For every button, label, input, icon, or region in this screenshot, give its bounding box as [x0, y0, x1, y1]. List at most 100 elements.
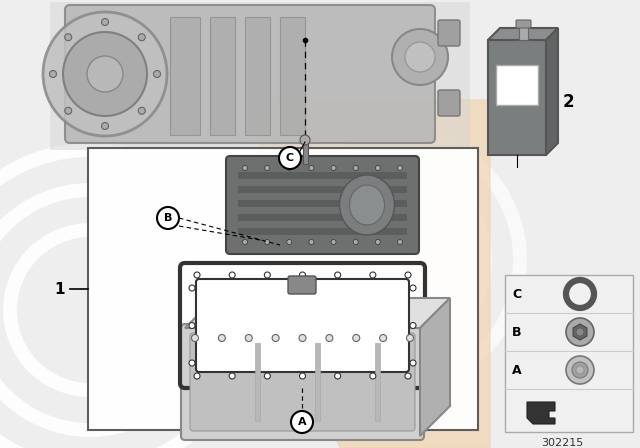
Bar [303, 142, 308, 164]
Bar [375, 343, 380, 421]
Circle shape [272, 335, 279, 341]
Circle shape [576, 328, 584, 336]
Bar [238, 200, 407, 207]
Bar [245, 17, 270, 135]
Circle shape [229, 272, 235, 278]
Text: 1: 1 [55, 281, 65, 297]
Polygon shape [260, 100, 490, 448]
Circle shape [245, 335, 252, 341]
Bar [280, 17, 305, 135]
Bar [238, 214, 407, 221]
Circle shape [397, 240, 403, 245]
Circle shape [264, 272, 270, 278]
Text: B: B [512, 326, 522, 339]
Circle shape [229, 373, 235, 379]
Bar [50, 2, 470, 150]
FancyBboxPatch shape [190, 333, 415, 431]
Circle shape [353, 335, 360, 341]
Polygon shape [573, 324, 587, 340]
Bar [170, 17, 200, 135]
FancyBboxPatch shape [288, 276, 316, 294]
Circle shape [406, 335, 413, 341]
Bar [238, 172, 407, 179]
Circle shape [138, 107, 145, 114]
Text: C: C [513, 288, 522, 301]
Circle shape [300, 373, 305, 379]
FancyBboxPatch shape [516, 20, 531, 28]
Circle shape [576, 366, 584, 374]
FancyBboxPatch shape [65, 5, 435, 143]
Circle shape [331, 240, 336, 245]
Bar [238, 186, 407, 193]
Circle shape [279, 147, 301, 169]
Circle shape [300, 135, 310, 145]
Circle shape [138, 34, 145, 41]
Bar [255, 343, 260, 421]
Circle shape [375, 240, 380, 245]
Circle shape [571, 285, 589, 303]
Text: A: A [298, 417, 307, 427]
Bar [488, 40, 546, 155]
Bar [238, 228, 407, 235]
Circle shape [335, 272, 340, 278]
Circle shape [566, 318, 594, 346]
Circle shape [65, 107, 72, 114]
FancyBboxPatch shape [438, 90, 460, 116]
Circle shape [370, 373, 376, 379]
Circle shape [380, 335, 387, 341]
Polygon shape [546, 28, 558, 155]
Circle shape [87, 56, 123, 92]
Circle shape [49, 70, 56, 78]
Circle shape [157, 207, 179, 229]
Circle shape [572, 362, 588, 378]
Circle shape [194, 373, 200, 379]
Circle shape [63, 32, 147, 116]
Circle shape [309, 240, 314, 245]
Circle shape [300, 272, 305, 278]
Circle shape [264, 373, 270, 379]
FancyBboxPatch shape [226, 156, 419, 254]
Bar [88, 148, 478, 430]
Circle shape [331, 165, 336, 171]
Circle shape [189, 360, 195, 366]
Circle shape [353, 165, 358, 171]
Text: B: B [164, 213, 172, 223]
Circle shape [405, 272, 411, 278]
Bar [505, 275, 633, 432]
Circle shape [410, 285, 416, 291]
Circle shape [335, 373, 340, 379]
Circle shape [410, 360, 416, 366]
Circle shape [287, 165, 292, 171]
FancyBboxPatch shape [438, 20, 460, 46]
Circle shape [43, 12, 167, 136]
FancyBboxPatch shape [196, 279, 409, 372]
Circle shape [265, 240, 269, 245]
Circle shape [309, 165, 314, 171]
Text: 2: 2 [563, 93, 575, 111]
Ellipse shape [339, 175, 394, 235]
Polygon shape [527, 402, 555, 424]
Circle shape [191, 335, 198, 341]
Circle shape [392, 29, 448, 85]
Text: C: C [286, 153, 294, 163]
Circle shape [189, 285, 195, 291]
Circle shape [397, 165, 403, 171]
Polygon shape [488, 28, 558, 40]
Circle shape [194, 272, 200, 278]
Polygon shape [185, 298, 450, 328]
Circle shape [102, 122, 109, 129]
Polygon shape [420, 298, 450, 436]
Circle shape [375, 165, 380, 171]
Circle shape [287, 240, 292, 245]
Circle shape [353, 240, 358, 245]
Text: A: A [512, 363, 522, 376]
Circle shape [154, 70, 161, 78]
Ellipse shape [349, 185, 385, 225]
Circle shape [410, 323, 416, 328]
Circle shape [405, 42, 435, 72]
Circle shape [243, 165, 248, 171]
Bar [496, 65, 538, 105]
Circle shape [326, 335, 333, 341]
Circle shape [370, 272, 376, 278]
Circle shape [566, 356, 594, 384]
